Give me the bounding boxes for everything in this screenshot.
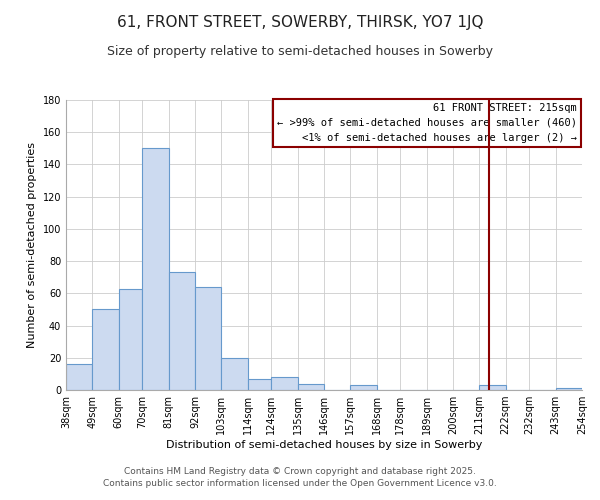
Bar (119, 288, 142, 390)
Text: Size of property relative to semi-detached houses in Sowerby: Size of property relative to semi-detach… (107, 45, 493, 58)
Bar (169, 272, 195, 390)
Bar (479, 385, 506, 390)
Bar (221, 358, 248, 390)
Bar (92, 310, 119, 390)
Bar (195, 287, 221, 390)
Text: Contains HM Land Registry data © Crown copyright and database right 2025.
Contai: Contains HM Land Registry data © Crown c… (103, 466, 497, 487)
Bar (556, 388, 582, 390)
Bar (66, 364, 92, 390)
Bar (271, 377, 298, 390)
Bar (350, 385, 377, 390)
Bar (142, 148, 169, 390)
Y-axis label: Number of semi-detached properties: Number of semi-detached properties (27, 142, 37, 348)
Text: 61, FRONT STREET, SOWERBY, THIRSK, YO7 1JQ: 61, FRONT STREET, SOWERBY, THIRSK, YO7 1… (117, 15, 483, 30)
X-axis label: Distribution of semi-detached houses by size in Sowerby: Distribution of semi-detached houses by … (166, 440, 482, 450)
Text: 61 FRONT STREET: 215sqm
← >99% of semi-detached houses are smaller (460)
<1% of : 61 FRONT STREET: 215sqm ← >99% of semi-d… (277, 103, 577, 142)
Bar (248, 378, 271, 390)
Bar (298, 384, 324, 390)
